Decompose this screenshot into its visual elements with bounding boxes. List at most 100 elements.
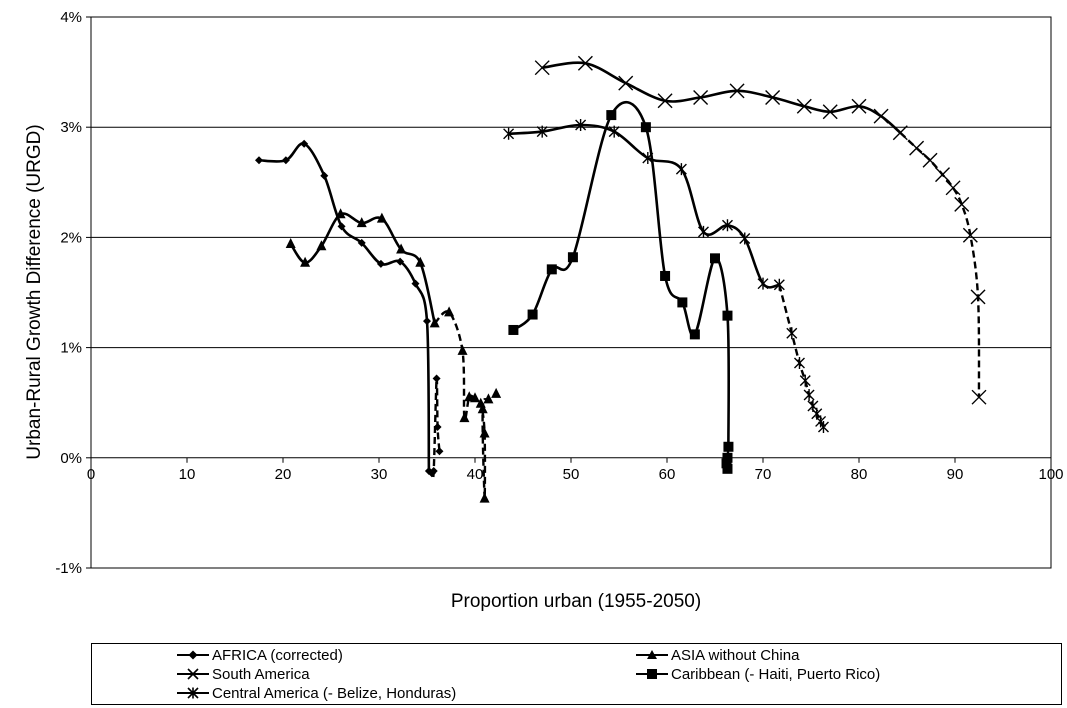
series-4 (503, 118, 829, 433)
data-point (922, 152, 938, 168)
data-point (483, 393, 494, 404)
data-point (721, 219, 733, 232)
data-point (693, 89, 709, 105)
series-line-solid (512, 101, 731, 447)
data-point (300, 139, 309, 148)
data-point (873, 108, 889, 124)
data-point (606, 110, 617, 121)
data-point (255, 156, 263, 165)
data-point (433, 422, 442, 431)
data-point (803, 388, 815, 401)
legend-item-south-america: South America (176, 665, 310, 683)
data-point (739, 232, 751, 245)
data-point (793, 357, 805, 370)
x-tick-label: 30 (371, 466, 388, 483)
square-marker-icon (636, 669, 668, 679)
data-point (479, 492, 490, 503)
x-tick-label: 10 (179, 466, 196, 483)
data-point (415, 256, 426, 267)
data-point (675, 163, 687, 176)
data-point (757, 277, 769, 290)
legend: AFRICA (corrected) ASIA without China So… (91, 643, 1062, 705)
data-point (491, 387, 502, 398)
legend-label-south-america: South America (212, 665, 310, 683)
data-point (642, 152, 654, 165)
data-point (909, 140, 925, 156)
y-tick-label: 1% (60, 340, 82, 357)
data-point (660, 270, 671, 281)
data-point (459, 412, 470, 423)
data-point (971, 389, 987, 405)
x-tick-label: 50 (563, 466, 580, 483)
data-point (710, 253, 720, 264)
data-point (316, 240, 327, 251)
legend-label-asia: ASIA without China (671, 646, 800, 664)
data-point (432, 374, 441, 383)
data-point (575, 118, 587, 131)
data-point (722, 463, 733, 474)
data-point (536, 125, 548, 138)
series-1 (285, 208, 502, 503)
x-tick-label: 100 (1038, 466, 1063, 483)
data-point (411, 279, 420, 288)
x-tick-label: 40 (467, 466, 484, 483)
data-point (300, 256, 311, 267)
data-point (503, 127, 515, 140)
data-point (799, 374, 811, 387)
legend-label-caribbean: Caribbean (- Haiti, Puerto Rico) (671, 665, 881, 683)
series-line-dashed (778, 284, 825, 428)
triangle-marker-icon (636, 650, 668, 659)
data-point (285, 238, 296, 249)
y-tick-label: 0% (60, 450, 82, 467)
data-point (640, 122, 651, 133)
data-point (796, 98, 812, 114)
data-point (376, 259, 385, 268)
data-point (320, 171, 329, 180)
series-2 (534, 55, 987, 405)
data-point (962, 227, 978, 243)
data-point (722, 310, 733, 321)
data-point (335, 208, 346, 219)
data-point (577, 55, 593, 71)
data-point (429, 467, 438, 476)
legend-label-central-america: Central America (- Belize, Honduras) (212, 684, 457, 702)
data-point (773, 278, 785, 291)
data-point (970, 289, 986, 305)
x-tick-label: 70 (755, 466, 772, 483)
data-point (444, 306, 455, 317)
legend-item-central-america: Central America (- Belize, Honduras) (176, 684, 456, 702)
series-0 (255, 139, 444, 480)
gridlines (91, 16, 1051, 569)
data-point (477, 403, 488, 414)
data-point (470, 392, 480, 403)
y-axis-title: Urban-Rural Growth Difference (URGD) (24, 124, 45, 459)
data-point (376, 212, 387, 223)
series-line-solid (542, 61, 902, 134)
series-line-solid (508, 123, 780, 289)
x-tick-label: 20 (275, 466, 292, 483)
data-point (508, 324, 519, 335)
data-point (618, 75, 634, 91)
y-tick-label: 4% (60, 9, 82, 26)
y-tick-label: 3% (60, 119, 82, 136)
data-point (689, 329, 700, 340)
series-3 (508, 101, 734, 474)
data-point (357, 238, 366, 247)
legend-item-asia: ASIA without China (635, 646, 799, 664)
plot-area-border (90, 16, 1052, 569)
data-point (935, 167, 951, 183)
data-point (479, 427, 490, 438)
data-point (423, 317, 431, 326)
data-point (817, 420, 829, 433)
series-line-solid (289, 212, 436, 324)
y-tick-label: -1% (55, 560, 82, 577)
legend-item-africa: AFRICA (corrected) (176, 646, 343, 664)
data-point (567, 252, 578, 263)
data-point (356, 217, 367, 228)
series-line-dashed (433, 310, 497, 500)
data-point (429, 317, 440, 328)
x-tick-label: 60 (659, 466, 676, 483)
data-point (435, 447, 444, 456)
data-point (765, 89, 781, 105)
